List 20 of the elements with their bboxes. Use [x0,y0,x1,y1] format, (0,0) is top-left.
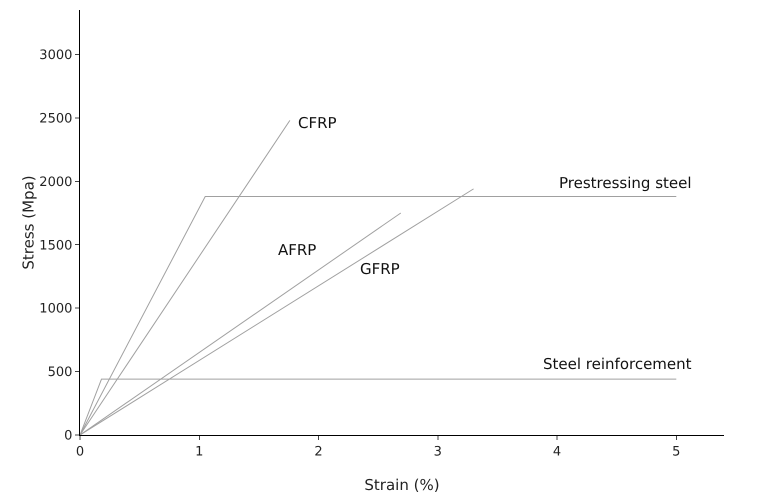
x-tick-label: 3 [434,444,442,460]
y-tick-label: 1500 [39,238,72,254]
y-axis-title: Stress (Mpa) [19,175,38,270]
series-label: GFRP [360,260,400,278]
y-tick-label: 2500 [39,111,72,126]
y-tick-label: 3000 [39,48,72,63]
series-label: Prestressing steel [559,174,692,192]
series-label: CFRP [298,114,337,132]
x-tick-label: 1 [195,444,204,460]
series-label: Steel reinforcement [543,355,692,373]
y-tick-label: 0 [64,428,72,444]
x-tick-label: 0 [76,444,84,460]
x-tick-label: 5 [672,444,680,460]
x-tick-label: 4 [552,444,562,460]
y-tick-label: 500 [48,365,72,380]
y-tick-label: 1000 [39,302,72,317]
x-tick-label: 2 [314,444,323,460]
x-axis-title: Strain (%) [364,476,440,494]
series-label: AFRP [278,241,316,259]
y-tick-label: 2000 [39,174,72,190]
